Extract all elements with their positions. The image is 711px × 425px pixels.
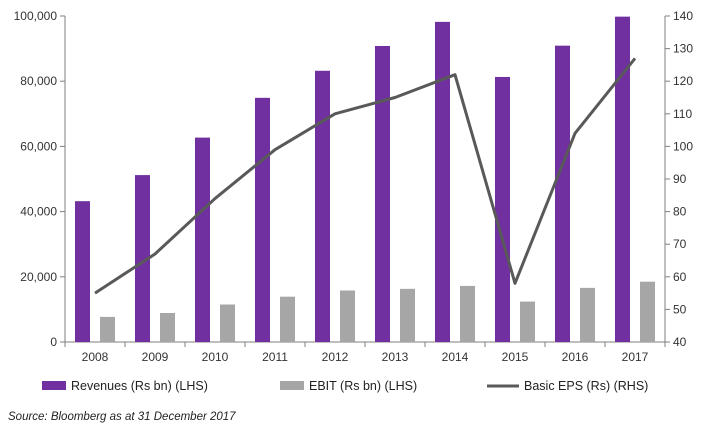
legend-label: Revenues (Rs bn) (LHS): [71, 379, 208, 393]
revenue-bar: [195, 137, 210, 342]
x-tick-label: 2017: [622, 350, 649, 364]
left-tick-label: 60,000: [20, 139, 57, 153]
left-tick-label: 80,000: [20, 74, 57, 88]
revenue-bar: [615, 16, 630, 342]
ebit-bar: [460, 285, 475, 342]
x-tick-label: 2014: [442, 350, 469, 364]
x-tick-label: 2008: [82, 350, 109, 364]
legend-label: EBIT (Rs bn) (LHS): [309, 379, 417, 393]
left-axis: 0 20,000 40,000 60,000 80,000 100,000: [14, 9, 65, 349]
right-tick-label: 80: [673, 205, 687, 219]
right-tick-label: 60: [673, 270, 687, 284]
right-tick-label: 130: [673, 42, 693, 56]
eps-line-group: [94, 57, 637, 295]
x-tick-label: 2013: [382, 350, 409, 364]
x-tick-label: 2010: [202, 350, 229, 364]
legend-swatch-ebit: [280, 381, 304, 390]
revenue-bar: [135, 175, 150, 342]
revenue-bar: [375, 45, 390, 342]
left-tick-label: 0: [50, 335, 57, 349]
ebit-bar: [100, 316, 115, 342]
left-tick-label: 40,000: [20, 205, 57, 219]
legend: Revenues (Rs bn) (LHS) EBIT (Rs bn) (LHS)…: [42, 379, 648, 393]
revenue-bar: [255, 97, 270, 343]
source-note: Source: Bloomberg as at 31 December 2017: [8, 411, 236, 423]
right-tick-label: 140: [673, 9, 693, 23]
revenue-bar: [315, 70, 330, 342]
ebit-bar: [220, 304, 235, 342]
bars-group: [75, 16, 655, 343]
right-tick-label: 50: [673, 302, 687, 316]
x-tick-label: 2015: [502, 350, 529, 364]
legend-label: Basic EPS (Rs) (RHS): [524, 379, 648, 393]
right-tick-label: 40: [673, 335, 687, 349]
right-tick-label: 100: [673, 139, 693, 153]
right-tick-label: 120: [673, 74, 693, 88]
revenue-bar: [495, 76, 510, 342]
x-tick-label: 2011: [262, 350, 288, 364]
ebit-bar: [640, 281, 655, 342]
right-tick-label: 110: [673, 107, 692, 121]
ebit-bar: [400, 288, 415, 342]
ebit-bar: [160, 312, 175, 342]
right-tick-label: 90: [673, 172, 687, 186]
x-tick-label: 2016: [562, 350, 589, 364]
left-tick-label: 20,000: [20, 270, 57, 284]
ebit-bar: [580, 287, 595, 342]
ebit-bar: [340, 290, 355, 342]
right-tick-label: 70: [673, 237, 687, 251]
legend-swatch-revenue: [42, 381, 66, 390]
revenue-bar: [75, 201, 90, 342]
revenue-bar: [435, 21, 450, 342]
x-axis: 2008 2009 2010 2011 2012 2013 2014 2015 2016 2017: [64, 342, 666, 364]
ebit-bar: [280, 296, 295, 342]
revenue-bar: [555, 45, 570, 342]
plot-frame: [64, 16, 666, 343]
right-axis: 40 50 60 70 80 90 100 110 120 130 140: [665, 9, 693, 349]
ebit-bar: [520, 301, 535, 342]
eps-line: [94, 57, 637, 295]
x-tick-label: 2012: [322, 350, 349, 364]
left-tick-label: 100,000: [14, 9, 58, 23]
x-tick-label: 2009: [142, 350, 169, 364]
